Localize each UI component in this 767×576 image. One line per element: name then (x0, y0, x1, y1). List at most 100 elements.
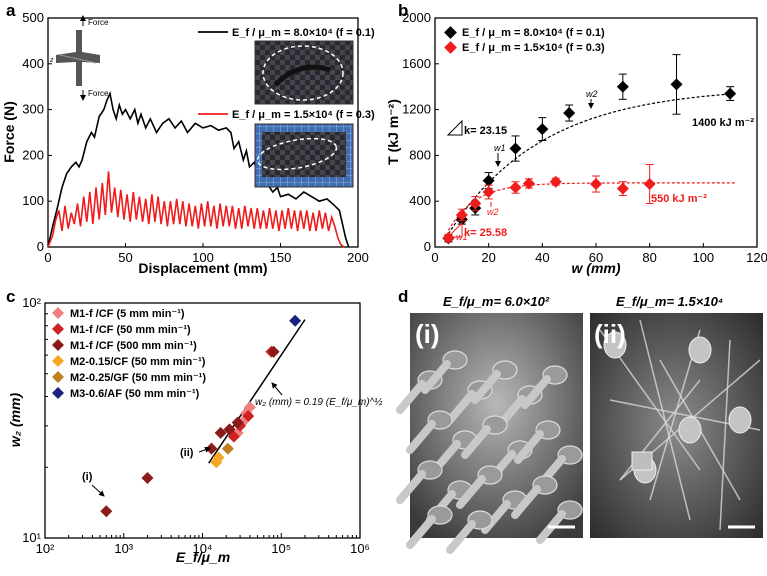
legend-marker-b-1 (444, 41, 457, 54)
c-point-5 (289, 314, 302, 327)
c-xtick-label: 10² (36, 541, 55, 556)
b-point-1 (549, 175, 562, 188)
panel-a-xlabel: Displacement (mm) (138, 260, 267, 276)
b-point-0 (724, 87, 737, 100)
sem-fiber-shaft (396, 380, 426, 414)
c-point-1 (242, 410, 255, 423)
c-xtick-label: 10⁶ (350, 541, 370, 556)
b-ytick-label: 0 (424, 239, 431, 254)
inset-z-axis: z (49, 57, 54, 64)
sem-fiber-end (688, 336, 712, 364)
panel-c-legend: M1-f /CF (5 mm min⁻¹) M1-f /CF (50 mm min… (52, 307, 206, 400)
panel-a-series (47, 90, 350, 248)
a-xtick-label: 0 (44, 250, 51, 265)
c-point-2 (100, 505, 113, 518)
fracture-zone-outline-1 (262, 45, 344, 101)
b-xtick-label: 100 (692, 250, 714, 265)
b-point-0 (536, 123, 549, 136)
a-xtick-label: 50 (118, 250, 132, 265)
panel-d: d E_f/μ_m= 6.0×10² E_f/μ_m= 1.5×10⁴ (i) … (396, 287, 763, 554)
panel-label-b: b (398, 1, 408, 20)
w1-marker-red: w1 (456, 232, 468, 242)
c-point-2 (231, 416, 244, 429)
a-xtick-label: 200 (347, 250, 369, 265)
b-point-1 (509, 181, 522, 194)
b-fit-curve-0 (447, 93, 736, 235)
b-point-1 (616, 182, 629, 195)
panel-a-ylabel: Force (N) (1, 101, 17, 162)
c-legend-marker-0 (52, 307, 64, 319)
a-xtick-label: 150 (270, 250, 292, 265)
fit-equation: w₂ (mm) = 0.19 (E_f/μ_m)^½ (255, 397, 383, 408)
c-point-2 (141, 472, 154, 485)
c-xtick-label: 10³ (114, 541, 133, 556)
sem-fiber-shaft (446, 390, 476, 424)
point-label-ii: (ii) (180, 447, 194, 459)
c-legend-label-2: M1-f /CF (500 mm min⁻¹) (70, 340, 197, 352)
c-legend-marker-5 (52, 387, 64, 399)
panel-label-a: a (6, 1, 16, 20)
c-xtick-label: 10⁴ (192, 541, 212, 556)
panel-c-fit-line (208, 319, 306, 464)
panel-c-frame (44, 302, 361, 539)
fracture-crack-1 (273, 64, 331, 87)
c-point-0 (243, 401, 256, 414)
sem-label-ii: (ii) (594, 319, 626, 349)
inset-force-top: Force (88, 18, 109, 27)
c-legend-label-1: M1-f /CF (50 mm min⁻¹) (70, 324, 191, 336)
a-ytick-label: 100 (22, 193, 44, 208)
w2-marker-red: w2 (487, 207, 499, 217)
panel-a: a 0 50 100 150 200 0 100 200 300 400 500 Displacem… (1, 1, 375, 276)
c-legend-label-4: M2-0.25/GF (50 mm min⁻¹) (70, 372, 206, 384)
sem-fiber-shaft (406, 420, 436, 454)
sem-title-i: E_f/μ_m= 6.0×10² (443, 294, 550, 309)
fit-equation-arrow (271, 382, 283, 396)
sem-fiber-end (678, 416, 702, 444)
c-ytick-label: 10¹ (22, 530, 41, 545)
panel-c-series (100, 314, 302, 518)
panel-c-xlabel: E_f/μ_m (176, 549, 230, 565)
point-arrow-i (91, 484, 105, 497)
panel-label-c: c (6, 287, 15, 306)
legend-marker-b-0 (444, 26, 457, 39)
c-ytick-label: 10² (22, 295, 41, 310)
b-point-1 (522, 177, 535, 190)
legend-text-b-1: E_f / μ_m = 1.5×10⁴ (f = 0.3) (462, 42, 605, 54)
c-xtick-label: 10⁵ (271, 541, 291, 556)
sem-fiber-shaft (471, 370, 501, 404)
a-series-line-0 (47, 90, 350, 248)
c-legend-marker-2 (52, 339, 64, 351)
sem-fiber-shaft (511, 485, 541, 519)
panel-a-axes: 0 50 100 150 200 0 100 200 300 400 500 (22, 10, 369, 265)
legend-text-a-0: E_f / μ_m = 8.0×10⁴ (f = 0.1) (232, 27, 375, 39)
w2-marker-black: w2 (586, 89, 598, 99)
b-xtick-label: 0 (431, 250, 438, 265)
inset-force-bottom: Force (88, 89, 109, 98)
b-xtick-label: 120 (746, 250, 767, 265)
b-point-0 (670, 78, 683, 91)
sem-fiber-end (603, 331, 627, 359)
a-ytick-label: 300 (22, 102, 44, 117)
c-fit-line (208, 319, 306, 464)
slope-triangle-red (446, 221, 463, 238)
a-series-line-1 (47, 171, 345, 248)
panel-c-ylabel: w₂ (mm) (7, 392, 23, 447)
b-point-0 (563, 107, 576, 120)
c-legend-label-0: M1-f /CF (5 mm min⁻¹) (70, 308, 185, 320)
slope-label-red: k= 25.58 (464, 227, 507, 239)
slope-triangle-black (446, 119, 463, 136)
b-point-0 (616, 80, 629, 93)
sem-fiber-shaft (521, 375, 551, 409)
b-xtick-label: 80 (642, 250, 656, 265)
c-legend-marker-3 (52, 355, 64, 367)
b-point-1 (469, 197, 482, 210)
b-point-0 (482, 174, 495, 187)
b-ytick-label: 400 (409, 193, 431, 208)
c-point-2 (267, 345, 280, 358)
specimen-inset: Force Force z (49, 15, 109, 101)
legend-text-b-0: E_f / μ_m = 8.0×10⁴ (f = 0.1) (462, 27, 605, 39)
